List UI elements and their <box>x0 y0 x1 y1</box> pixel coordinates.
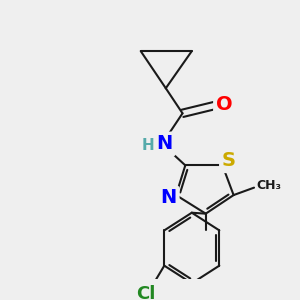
Text: N: N <box>160 188 177 207</box>
Text: H: H <box>142 138 155 153</box>
Text: Cl: Cl <box>136 284 155 300</box>
Text: O: O <box>216 95 232 115</box>
Text: CH₃: CH₃ <box>256 179 281 192</box>
Text: S: S <box>222 151 236 170</box>
Text: N: N <box>157 134 173 154</box>
